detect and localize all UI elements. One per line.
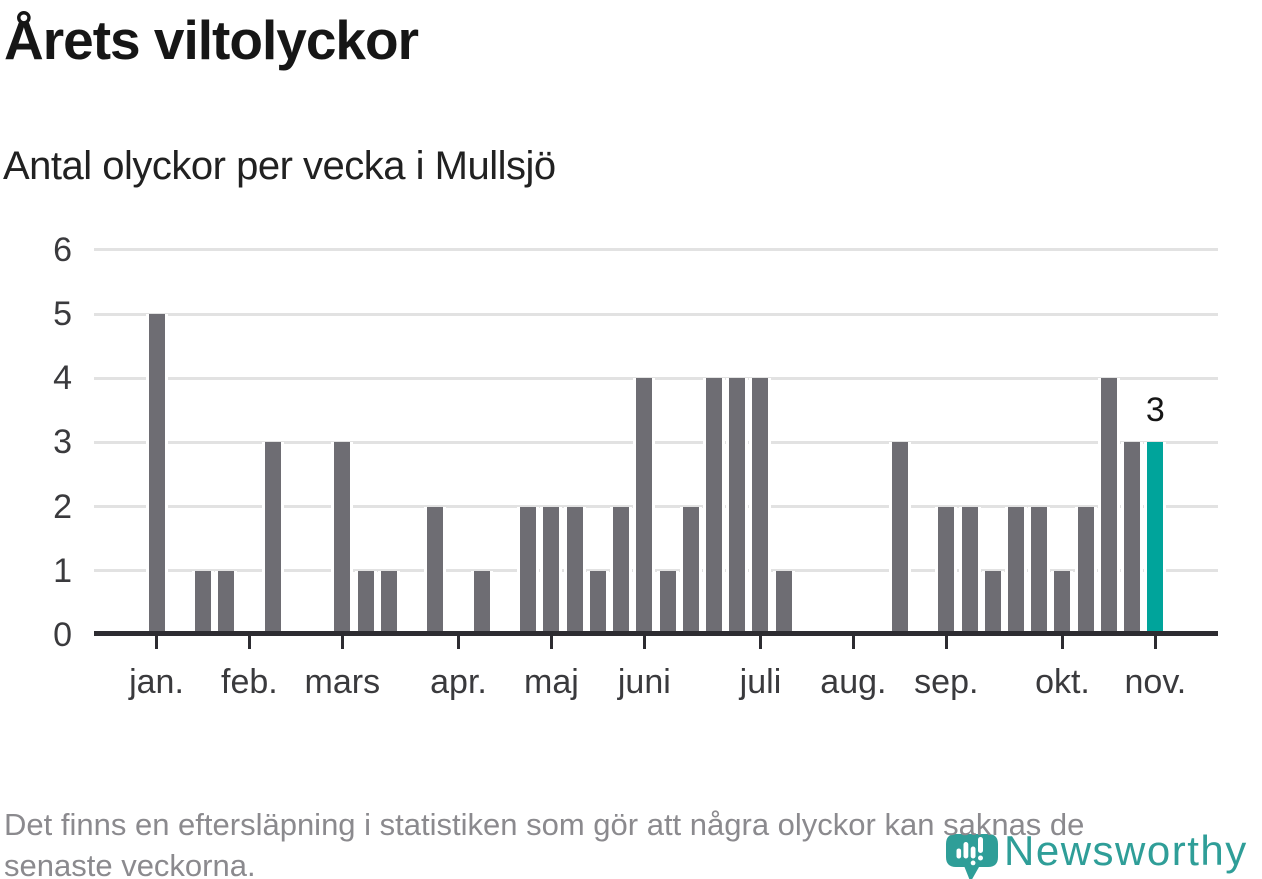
bar-week-1 (145, 314, 168, 636)
x-axis-label-mars: mars (304, 663, 381, 701)
footer-note: Det finns en eftersläpning i statistiken… (4, 804, 1084, 879)
x-axis-label-jan: jan. (129, 663, 184, 701)
bar-week-40 (1051, 570, 1074, 636)
bar-week-11 (377, 570, 400, 636)
bar-week-25 (703, 378, 726, 636)
bar-week-27 (749, 378, 772, 636)
bar-week-13 (424, 506, 447, 636)
gridline-y-6 (94, 248, 1218, 252)
bar-week-10 (354, 570, 377, 636)
x-axis-tick-apr (456, 636, 460, 649)
bar-week-43 (1121, 442, 1144, 636)
x-axis-label-feb: feb. (221, 663, 278, 701)
bar-week-44 (1144, 442, 1167, 636)
bar-week-36 (958, 506, 981, 636)
y-axis-label-1: 1 (53, 551, 72, 590)
x-axis-tick-maj (549, 636, 553, 649)
bar-week-28 (772, 570, 795, 636)
x-axis-label-juli: juli (739, 663, 782, 701)
bar-week-42 (1097, 378, 1120, 636)
bar-week-38 (1005, 506, 1027, 636)
bar-week-20 (586, 570, 609, 636)
bar-week-24 (679, 506, 702, 636)
y-axis-label-0: 0 (53, 616, 72, 654)
x-axis-label-apr: apr. (430, 663, 487, 701)
x-axis-tick-juli (758, 636, 762, 649)
y-axis-label-6: 6 (53, 230, 72, 269)
x-axis-label-nov: nov. (1124, 663, 1187, 701)
x-axis-tick-aug (851, 636, 855, 649)
gridline-y-4 (94, 376, 1218, 380)
newsworthy-brand-name: Newsworthy (1004, 827, 1248, 874)
bar-week-26 (726, 378, 749, 636)
bar-week-35 (935, 506, 958, 636)
x-axis-tick-okt (1060, 636, 1064, 649)
gridline-y-2 (94, 505, 1218, 509)
y-axis-label-2: 2 (53, 487, 72, 526)
x-axis-tick-nov (1153, 636, 1157, 649)
x-axis-tick-sep (944, 636, 948, 649)
footer-note-line-1: Det finns en eftersläpning i statistiken… (4, 807, 1085, 842)
bar-week-33 (888, 442, 911, 636)
bar-week-17 (517, 506, 540, 636)
x-axis-label-aug: aug. (820, 663, 887, 701)
gridline-y-3 (94, 440, 1218, 444)
x-axis-tick-jan (155, 636, 158, 649)
bar-week-39 (1028, 506, 1051, 636)
gridline-y-1 (94, 569, 1218, 573)
bar-week-41 (1074, 506, 1097, 636)
bar-week-18 (540, 506, 563, 636)
highlight-value-label: 3 (1145, 391, 1165, 430)
bar-week-21 (610, 506, 633, 636)
bar-week-15 (470, 570, 493, 636)
chart-subtitle: Antal olyckor per vecka i Mullsjö (3, 144, 556, 188)
x-axis-label-okt: okt. (1035, 663, 1090, 701)
bar-week-23 (656, 570, 679, 636)
y-axis-label-4: 4 (53, 359, 72, 398)
x-axis-tick-mars (340, 636, 344, 649)
y-axis-label-5: 5 (53, 295, 72, 333)
page-title: Årets viltolyckor (4, 9, 419, 71)
bar-week-6 (261, 442, 284, 636)
y-axis-label-3: 3 (53, 423, 72, 462)
bar-week-22 (633, 378, 656, 636)
x-axis-label-maj: maj (524, 663, 579, 701)
x-axis-label-sep: sep. (914, 663, 979, 701)
x-axis-tick-juni (642, 636, 646, 649)
bar-week-37 (981, 570, 1004, 636)
x-axis-line (94, 631, 1218, 636)
newsworthy-marker-icon (946, 834, 998, 879)
x-axis-label-juni: juni (617, 663, 671, 701)
gridline-y-5 (94, 312, 1218, 316)
bar-week-9 (331, 442, 354, 636)
x-axis-tick-feb (247, 636, 251, 649)
bar-week-19 (563, 506, 586, 636)
footer-note-line-2: senaste veckorna. (4, 848, 256, 879)
bar-week-4 (215, 570, 238, 636)
bar-week-3 (191, 570, 214, 636)
